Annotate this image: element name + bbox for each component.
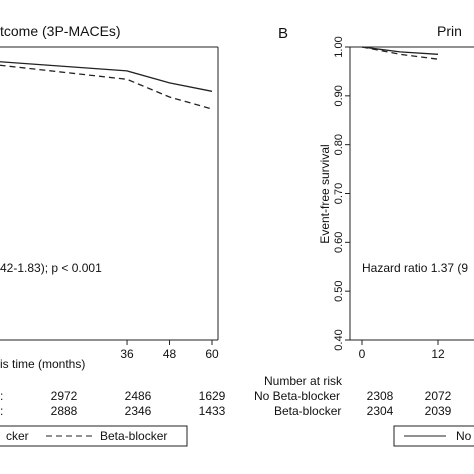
panel-a-risk-row-1-value-1: 2972: [51, 389, 78, 403]
panel-a-risk-row-1-value-2: 2486: [125, 389, 152, 403]
panel-a-risk-row-2-value-1: 2888: [51, 404, 78, 418]
panel-b-risk-row-2-value-1: 2304: [367, 404, 394, 418]
panel-b-series-group: [361, 46, 439, 60]
panel-a-legend: cker Beta-blocker: [0, 425, 188, 447]
panel-b-plot-frame: [349, 46, 474, 341]
panel-b-risk-row-1-value-1: 2308: [367, 389, 394, 403]
panel-a-risk-row-2-value-2: 2346: [125, 404, 152, 418]
y-tick-label: 0.90: [333, 85, 345, 106]
panel-a-annotation: 42-1.83); p < 0.001: [0, 261, 102, 275]
panel-a-x-axis-label: is time (months): [0, 357, 85, 371]
panel-b-risk-table: Number at risk No Beta-blocker 2308 2072…: [254, 374, 452, 418]
panel-b-legend: No: [393, 425, 474, 447]
panel-a-risk-row-2-label: :: [0, 404, 3, 418]
panel-b-title: Prin: [437, 23, 462, 39]
y-tick-label: 0.50: [333, 280, 345, 301]
panel-a-plot-frame: [0, 46, 219, 341]
x-tick-label: 48: [163, 347, 177, 361]
solid-survival-line: [361, 46, 439, 55]
panel-b-legend-label-solid: No: [456, 429, 472, 443]
y-tick-label: 0.70: [333, 183, 345, 204]
panel-b-y-axis-label: Event-free survival: [318, 144, 332, 243]
x-tick-label: 0: [359, 347, 366, 361]
panel-b-risk-header: Number at risk: [264, 374, 343, 388]
x-tick-label: 36: [120, 347, 134, 361]
panel-a-risk-table: : 2972 2486 1629 : 2888 2346 1433: [0, 389, 226, 418]
solid-survival-line: [0, 61, 213, 92]
panel-a-risk-row-2-value-3: 1433: [199, 404, 226, 418]
panel-a-legend-label-dashed: Beta-blocker: [100, 429, 167, 443]
dashed-survival-line: [361, 46, 439, 60]
panel-b-annotation: Hazard ratio 1.37 (9: [362, 261, 468, 275]
y-tick-label: 0.80: [333, 134, 345, 155]
x-tick-label: 12: [431, 347, 445, 361]
panel-a-series-group: [0, 61, 213, 110]
y-tick-label: 0.60: [333, 232, 345, 253]
panel-b-letter: B: [278, 25, 288, 42]
panel-b-y-ticks: 1.00 0.90 0.80 0.70 0.60 0.50 0.40: [333, 36, 350, 351]
panel-a-legend-label-partial: cker: [6, 429, 29, 443]
panel-b-x-ticks: 0 12: [359, 340, 445, 361]
panel-b-risk-row-1-label: No Beta-blocker: [254, 389, 340, 403]
dashed-survival-line: [0, 64, 213, 110]
y-tick-label: 1.00: [333, 36, 345, 57]
panel-a-risk-row-1-label: :: [0, 389, 3, 403]
panel-a-x-ticks: 36 48 60: [120, 340, 219, 361]
y-tick-label: 0.40: [333, 329, 345, 350]
panel-a-risk-row-1-value-3: 1629: [199, 389, 226, 403]
panel-b-risk-row-2-label: Beta-blocker: [274, 404, 341, 418]
panel-b-risk-row-2-value-2: 2039: [425, 404, 452, 418]
x-tick-label: 60: [205, 347, 219, 361]
panel-a-title: tcome (3P-MACEs): [0, 23, 121, 39]
panel-b-risk-row-1-value-2: 2072: [425, 389, 452, 403]
